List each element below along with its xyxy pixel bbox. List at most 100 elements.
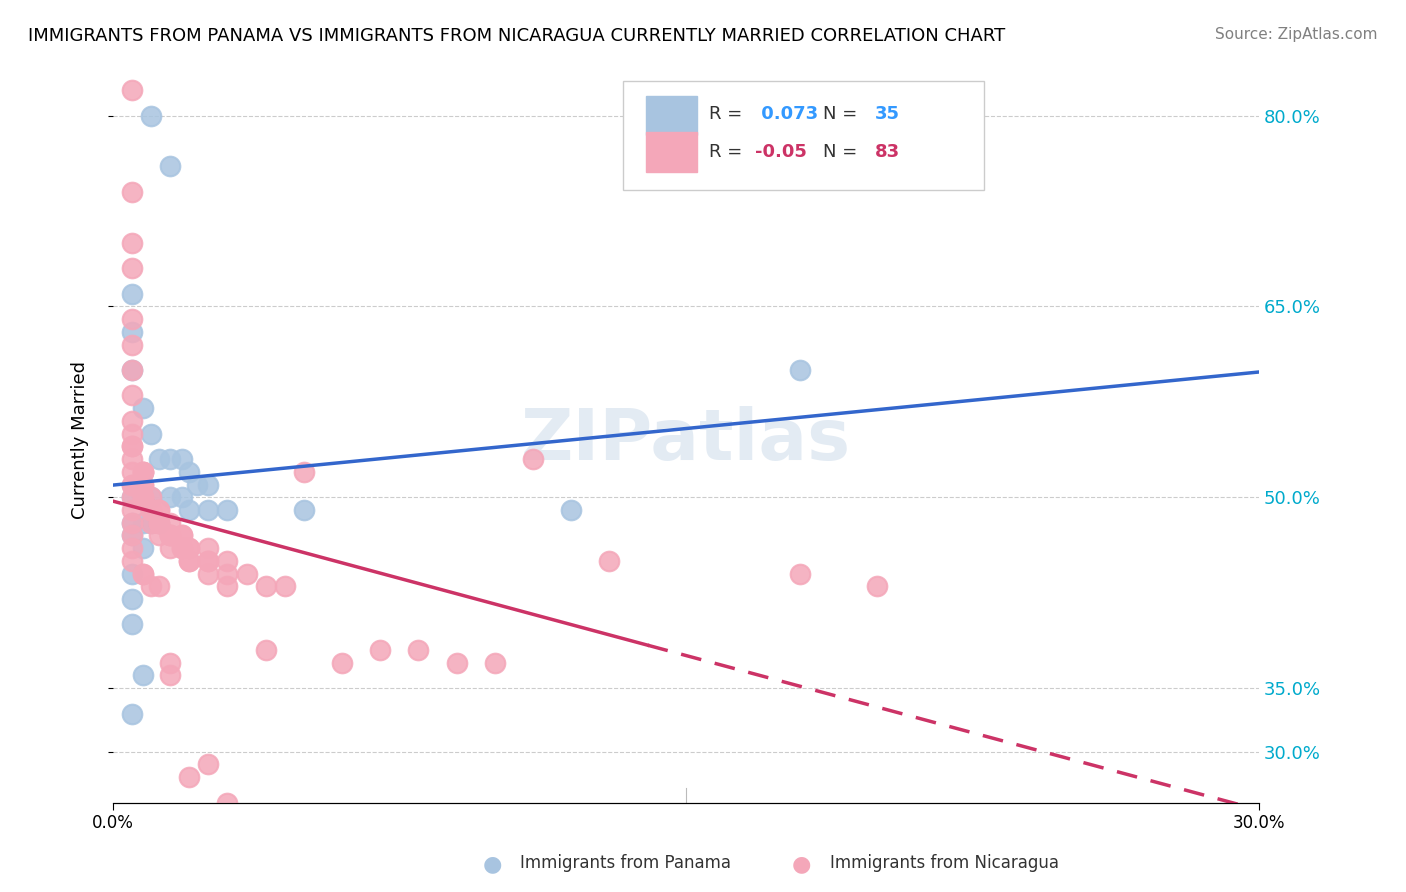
Point bbox=[170, 528, 193, 542]
Point bbox=[217, 554, 239, 568]
Text: ●: ● bbox=[792, 855, 811, 874]
Point bbox=[179, 465, 201, 479]
Point bbox=[139, 503, 162, 517]
Point bbox=[179, 503, 201, 517]
Point bbox=[408, 643, 430, 657]
Point bbox=[235, 566, 257, 581]
Point bbox=[132, 490, 155, 504]
Point bbox=[159, 541, 181, 556]
FancyBboxPatch shape bbox=[645, 95, 697, 136]
Point bbox=[179, 541, 201, 556]
Text: 83: 83 bbox=[875, 143, 900, 161]
Point bbox=[159, 528, 181, 542]
Point bbox=[132, 490, 155, 504]
Point bbox=[139, 490, 162, 504]
Point bbox=[254, 579, 277, 593]
FancyBboxPatch shape bbox=[645, 132, 697, 172]
Point bbox=[121, 477, 143, 491]
Point bbox=[179, 770, 201, 784]
Point bbox=[159, 528, 181, 542]
Point bbox=[170, 452, 193, 467]
Point bbox=[121, 490, 143, 504]
Point bbox=[132, 490, 155, 504]
Text: ZIPatlas: ZIPatlas bbox=[520, 406, 851, 475]
Point bbox=[197, 757, 219, 772]
Point bbox=[148, 528, 170, 542]
Point bbox=[121, 325, 143, 339]
Point bbox=[179, 554, 201, 568]
Point bbox=[560, 503, 582, 517]
Point bbox=[121, 617, 143, 632]
Text: N =: N = bbox=[824, 104, 863, 123]
Point bbox=[121, 261, 143, 276]
Point bbox=[148, 579, 170, 593]
Point bbox=[132, 465, 155, 479]
Point bbox=[789, 363, 811, 377]
Point bbox=[121, 286, 143, 301]
Text: Immigrants from Nicaragua: Immigrants from Nicaragua bbox=[830, 855, 1059, 872]
Point bbox=[121, 503, 143, 517]
Point bbox=[132, 465, 155, 479]
Point bbox=[217, 503, 239, 517]
Point bbox=[197, 477, 219, 491]
Point bbox=[292, 465, 315, 479]
Point bbox=[121, 388, 143, 402]
Point bbox=[139, 426, 162, 441]
Point bbox=[197, 554, 219, 568]
Point bbox=[148, 503, 170, 517]
Point bbox=[368, 643, 391, 657]
Point bbox=[132, 566, 155, 581]
Point bbox=[139, 503, 162, 517]
Text: -0.05: -0.05 bbox=[755, 143, 807, 161]
Point bbox=[235, 808, 257, 822]
Point bbox=[866, 579, 889, 593]
Point bbox=[254, 643, 277, 657]
Point bbox=[139, 503, 162, 517]
Point bbox=[121, 337, 143, 351]
Point bbox=[170, 490, 193, 504]
Point bbox=[179, 554, 201, 568]
Point bbox=[274, 579, 297, 593]
Text: R =: R = bbox=[709, 104, 748, 123]
Point bbox=[132, 465, 155, 479]
Point bbox=[132, 477, 155, 491]
Point bbox=[179, 541, 201, 556]
Point bbox=[170, 541, 193, 556]
Text: ●: ● bbox=[482, 855, 502, 874]
Point bbox=[159, 490, 181, 504]
Point bbox=[132, 566, 155, 581]
Point bbox=[132, 541, 155, 556]
Text: R =: R = bbox=[709, 143, 748, 161]
Point bbox=[121, 363, 143, 377]
Point bbox=[121, 528, 143, 542]
Point bbox=[197, 503, 219, 517]
Point bbox=[446, 656, 468, 670]
Point bbox=[132, 668, 155, 682]
Point bbox=[139, 579, 162, 593]
Point bbox=[159, 528, 181, 542]
Point bbox=[132, 477, 155, 491]
Point bbox=[197, 566, 219, 581]
Point bbox=[148, 516, 170, 530]
Text: N =: N = bbox=[824, 143, 863, 161]
Point bbox=[159, 160, 181, 174]
Point bbox=[121, 185, 143, 199]
Point bbox=[121, 312, 143, 326]
Point bbox=[121, 528, 143, 542]
Point bbox=[121, 516, 143, 530]
Point bbox=[330, 656, 353, 670]
Point bbox=[159, 656, 181, 670]
Point bbox=[148, 516, 170, 530]
Point bbox=[598, 554, 620, 568]
Point bbox=[121, 592, 143, 607]
Point bbox=[170, 541, 193, 556]
Point bbox=[121, 566, 143, 581]
Point bbox=[186, 477, 208, 491]
Point bbox=[148, 503, 170, 517]
Point bbox=[121, 363, 143, 377]
Point bbox=[139, 109, 162, 123]
Point bbox=[159, 516, 181, 530]
Point bbox=[159, 668, 181, 682]
Text: Source: ZipAtlas.com: Source: ZipAtlas.com bbox=[1215, 27, 1378, 42]
Point bbox=[132, 516, 155, 530]
